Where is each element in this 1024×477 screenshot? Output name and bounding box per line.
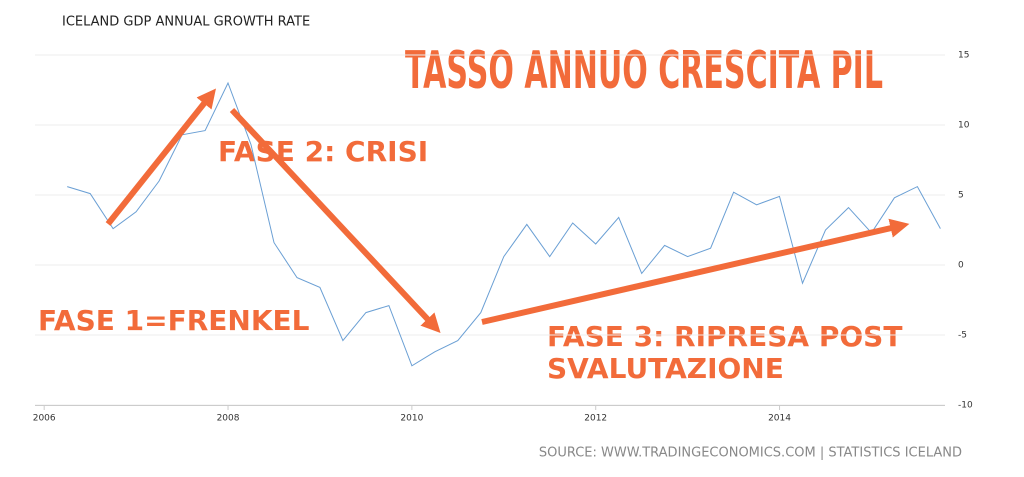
- x-tick-label: 2008: [217, 414, 240, 424]
- y-tick-label: 10: [958, 121, 970, 131]
- arrows: [105, 88, 910, 334]
- annotation: FASE 1=FRENKEL: [38, 304, 310, 337]
- y-tick-label: 15: [958, 51, 969, 61]
- arrow: [229, 107, 441, 334]
- arrow: [105, 88, 216, 226]
- arrow: [481, 218, 910, 325]
- x-tick-label: 2012: [584, 414, 607, 424]
- source: SOURCE: WWW.TRADINGECONOMICS.COM | STATI…: [539, 446, 962, 461]
- x-tick-label: 2006: [33, 414, 56, 424]
- headline: TASSO ANNUO CRESCITA PIL: [405, 41, 883, 101]
- y-tick-label: -10: [958, 401, 973, 411]
- annotation: SVALUTAZIONE: [547, 352, 784, 385]
- x-tick-label: 2010: [400, 414, 423, 424]
- chart-title: ICELAND GDP ANNUAL GROWTH RATE: [62, 15, 310, 30]
- series-line: [67, 81, 941, 367]
- x-tick-label: 2014: [768, 414, 791, 424]
- y-tick-label: 5: [958, 191, 964, 201]
- annotation: FASE 3: RIPRESA POST: [547, 320, 902, 353]
- y-tick-label: 0: [958, 261, 964, 271]
- y-tick-label: -5: [958, 331, 967, 341]
